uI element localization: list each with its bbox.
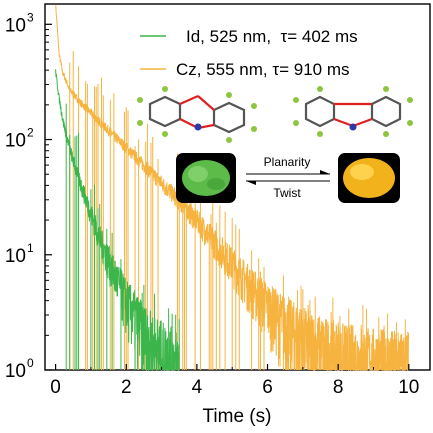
x-axis-title: Time (s) — [203, 406, 272, 427]
y-tick-label: 10 — [5, 361, 26, 382]
legend: Id, 525 nm, τ= 402 ms Cz, 555 nm, τ= 910… — [140, 27, 358, 79]
yellow-emission-photo — [338, 153, 400, 203]
planar-molecule-image — [293, 86, 413, 137]
y-tick-exponent: 3 — [27, 10, 34, 24]
series-id — [55, 69, 180, 371]
x-tick-label: 4 — [192, 377, 203, 398]
x-tick-label: 0 — [50, 377, 61, 398]
x-tick-label: 6 — [262, 377, 273, 398]
y-tick-exponent: 0 — [27, 356, 34, 370]
equilibrium-arrows — [246, 170, 330, 185]
planarity-label: Planarity — [264, 155, 311, 169]
series-layer — [55, 5, 410, 372]
twist-label: Twist — [273, 186, 301, 200]
y-tick-label: 10 — [5, 246, 26, 267]
y-tick-label: 10 — [5, 15, 26, 36]
series-line — [55, 69, 180, 371]
legend-label-id: Id, 525 nm, τ= 402 ms — [186, 27, 358, 46]
x-tick-label: 2 — [121, 377, 132, 398]
x-axis: 0 2 4 6 8 10 — [50, 364, 419, 398]
legend-label-cz: Cz, 555 nm, τ= 910 ms — [176, 60, 350, 79]
y-tick-label: 10 — [5, 131, 26, 152]
green-emission-photo — [176, 153, 236, 203]
twisted-molecule-image — [137, 86, 257, 143]
y-tick-exponent: 1 — [27, 241, 34, 255]
x-tick-label: 10 — [398, 377, 419, 398]
y-tick-exponent: 2 — [27, 126, 34, 140]
plot-area — [44, 3, 431, 371]
x-tick-label: 8 — [333, 377, 344, 398]
